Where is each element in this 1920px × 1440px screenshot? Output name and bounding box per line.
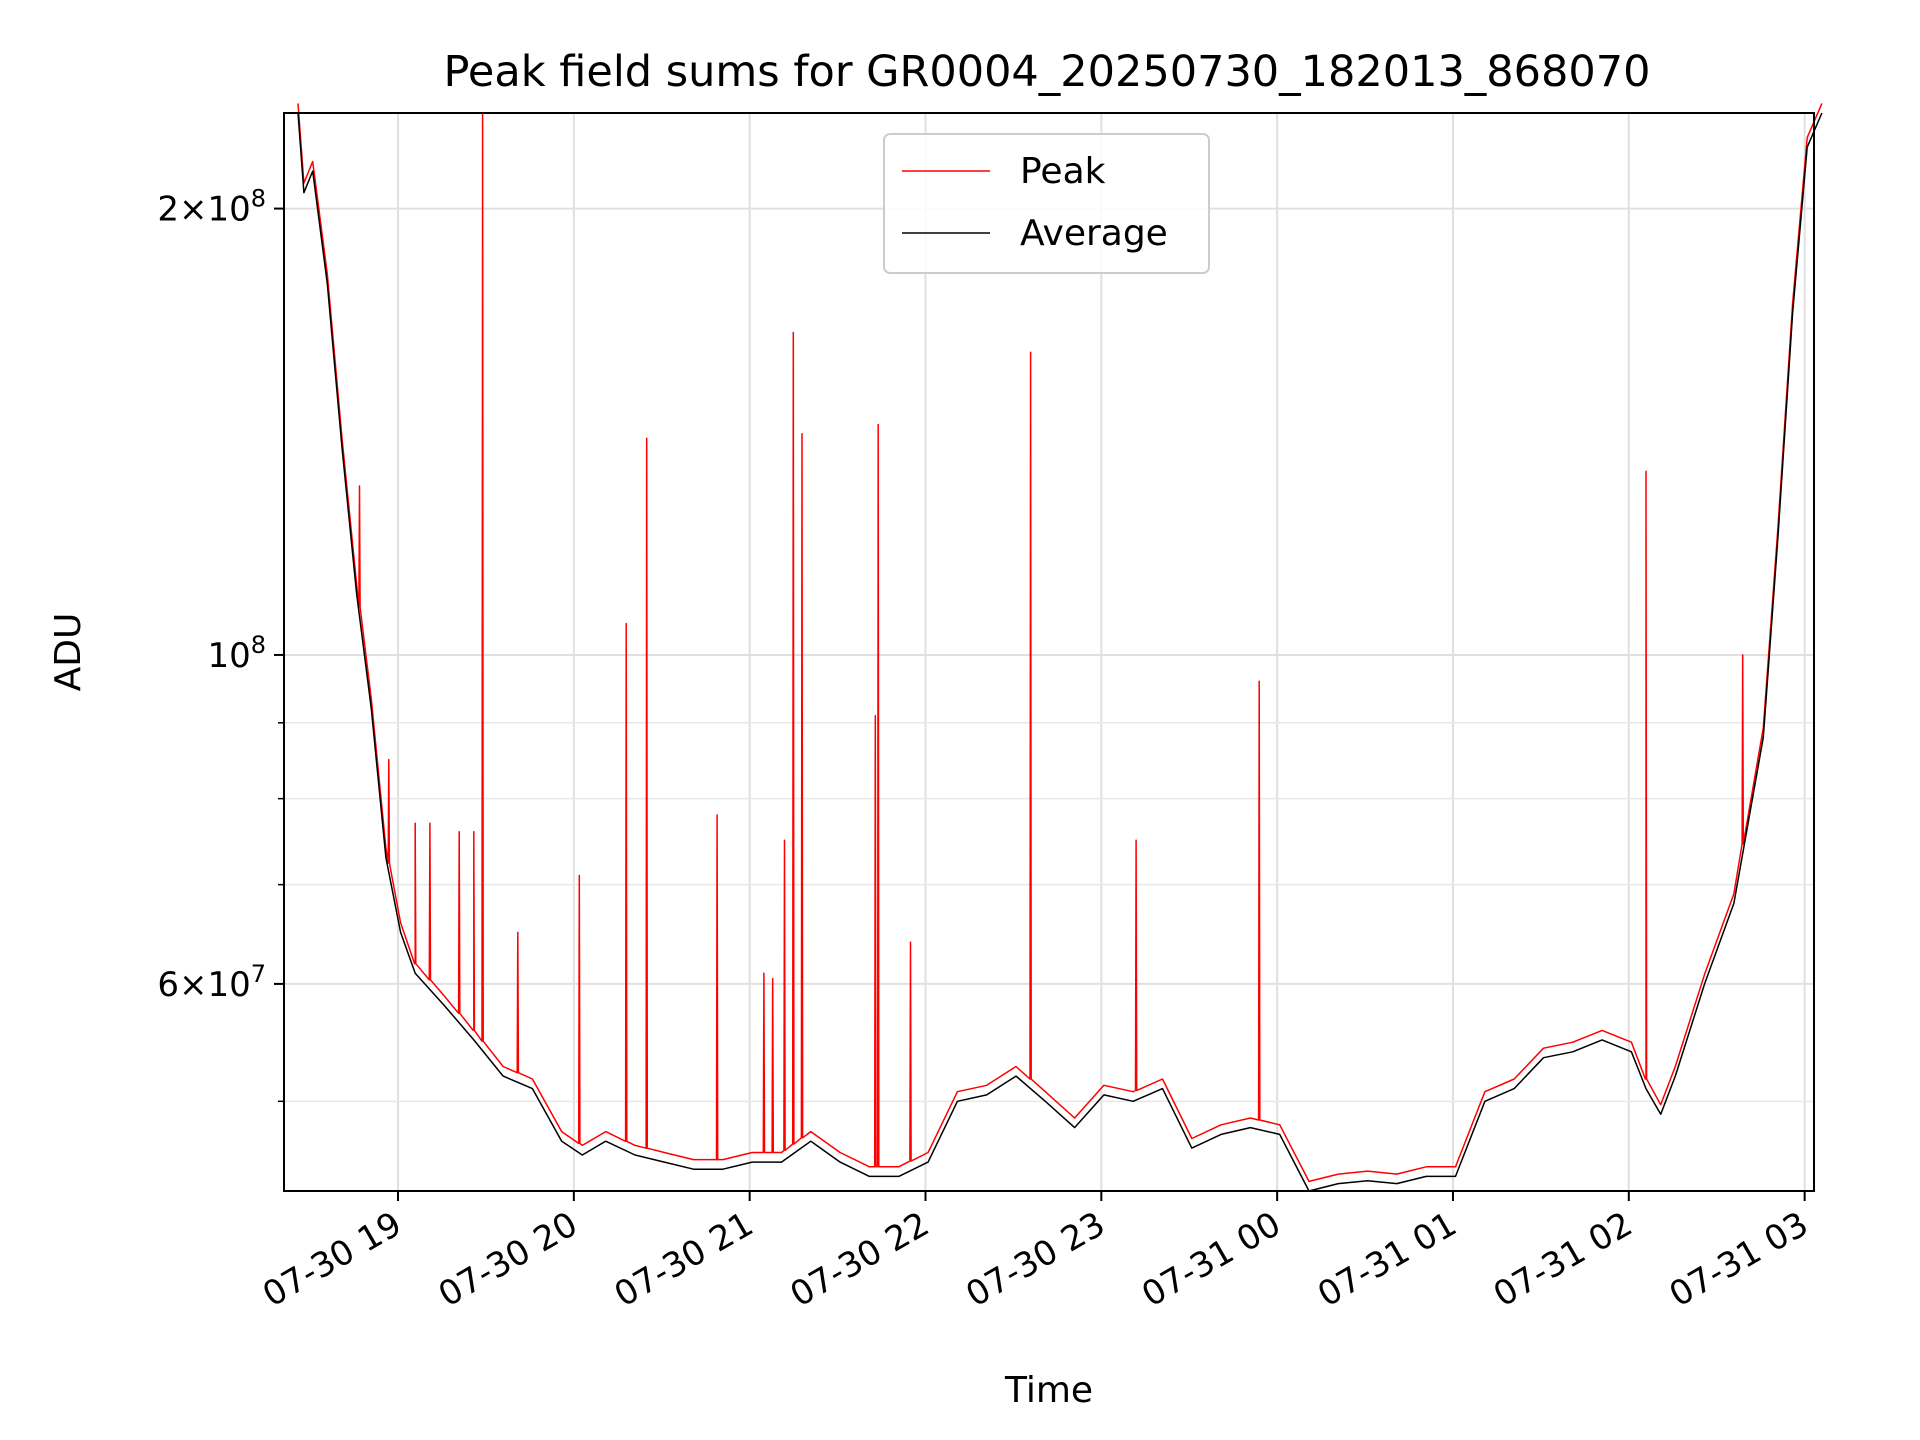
chart-title: Peak field sums for GR0004_20250730_1820… [444,47,1651,97]
y-axis: 2×108 108 6×107 [157,185,284,1103]
y-axis-label: ADU [48,613,89,692]
y-tick-label: 2×108 [157,185,266,230]
plot-area [297,103,1823,1192]
legend-box [883,133,1210,274]
peak-series-line [297,103,1823,1183]
y-tick-label: 108 [207,631,266,676]
legend-average-label: Average [1020,213,1168,254]
average-series-line [297,112,1823,1192]
y-tick-label: 6×107 [157,960,266,1005]
legend: Peak Average [883,133,1210,274]
legend-peak-label: Peak [1020,151,1106,192]
plot-frame [283,112,1815,1192]
x-axis-label: Time [1004,1370,1093,1411]
